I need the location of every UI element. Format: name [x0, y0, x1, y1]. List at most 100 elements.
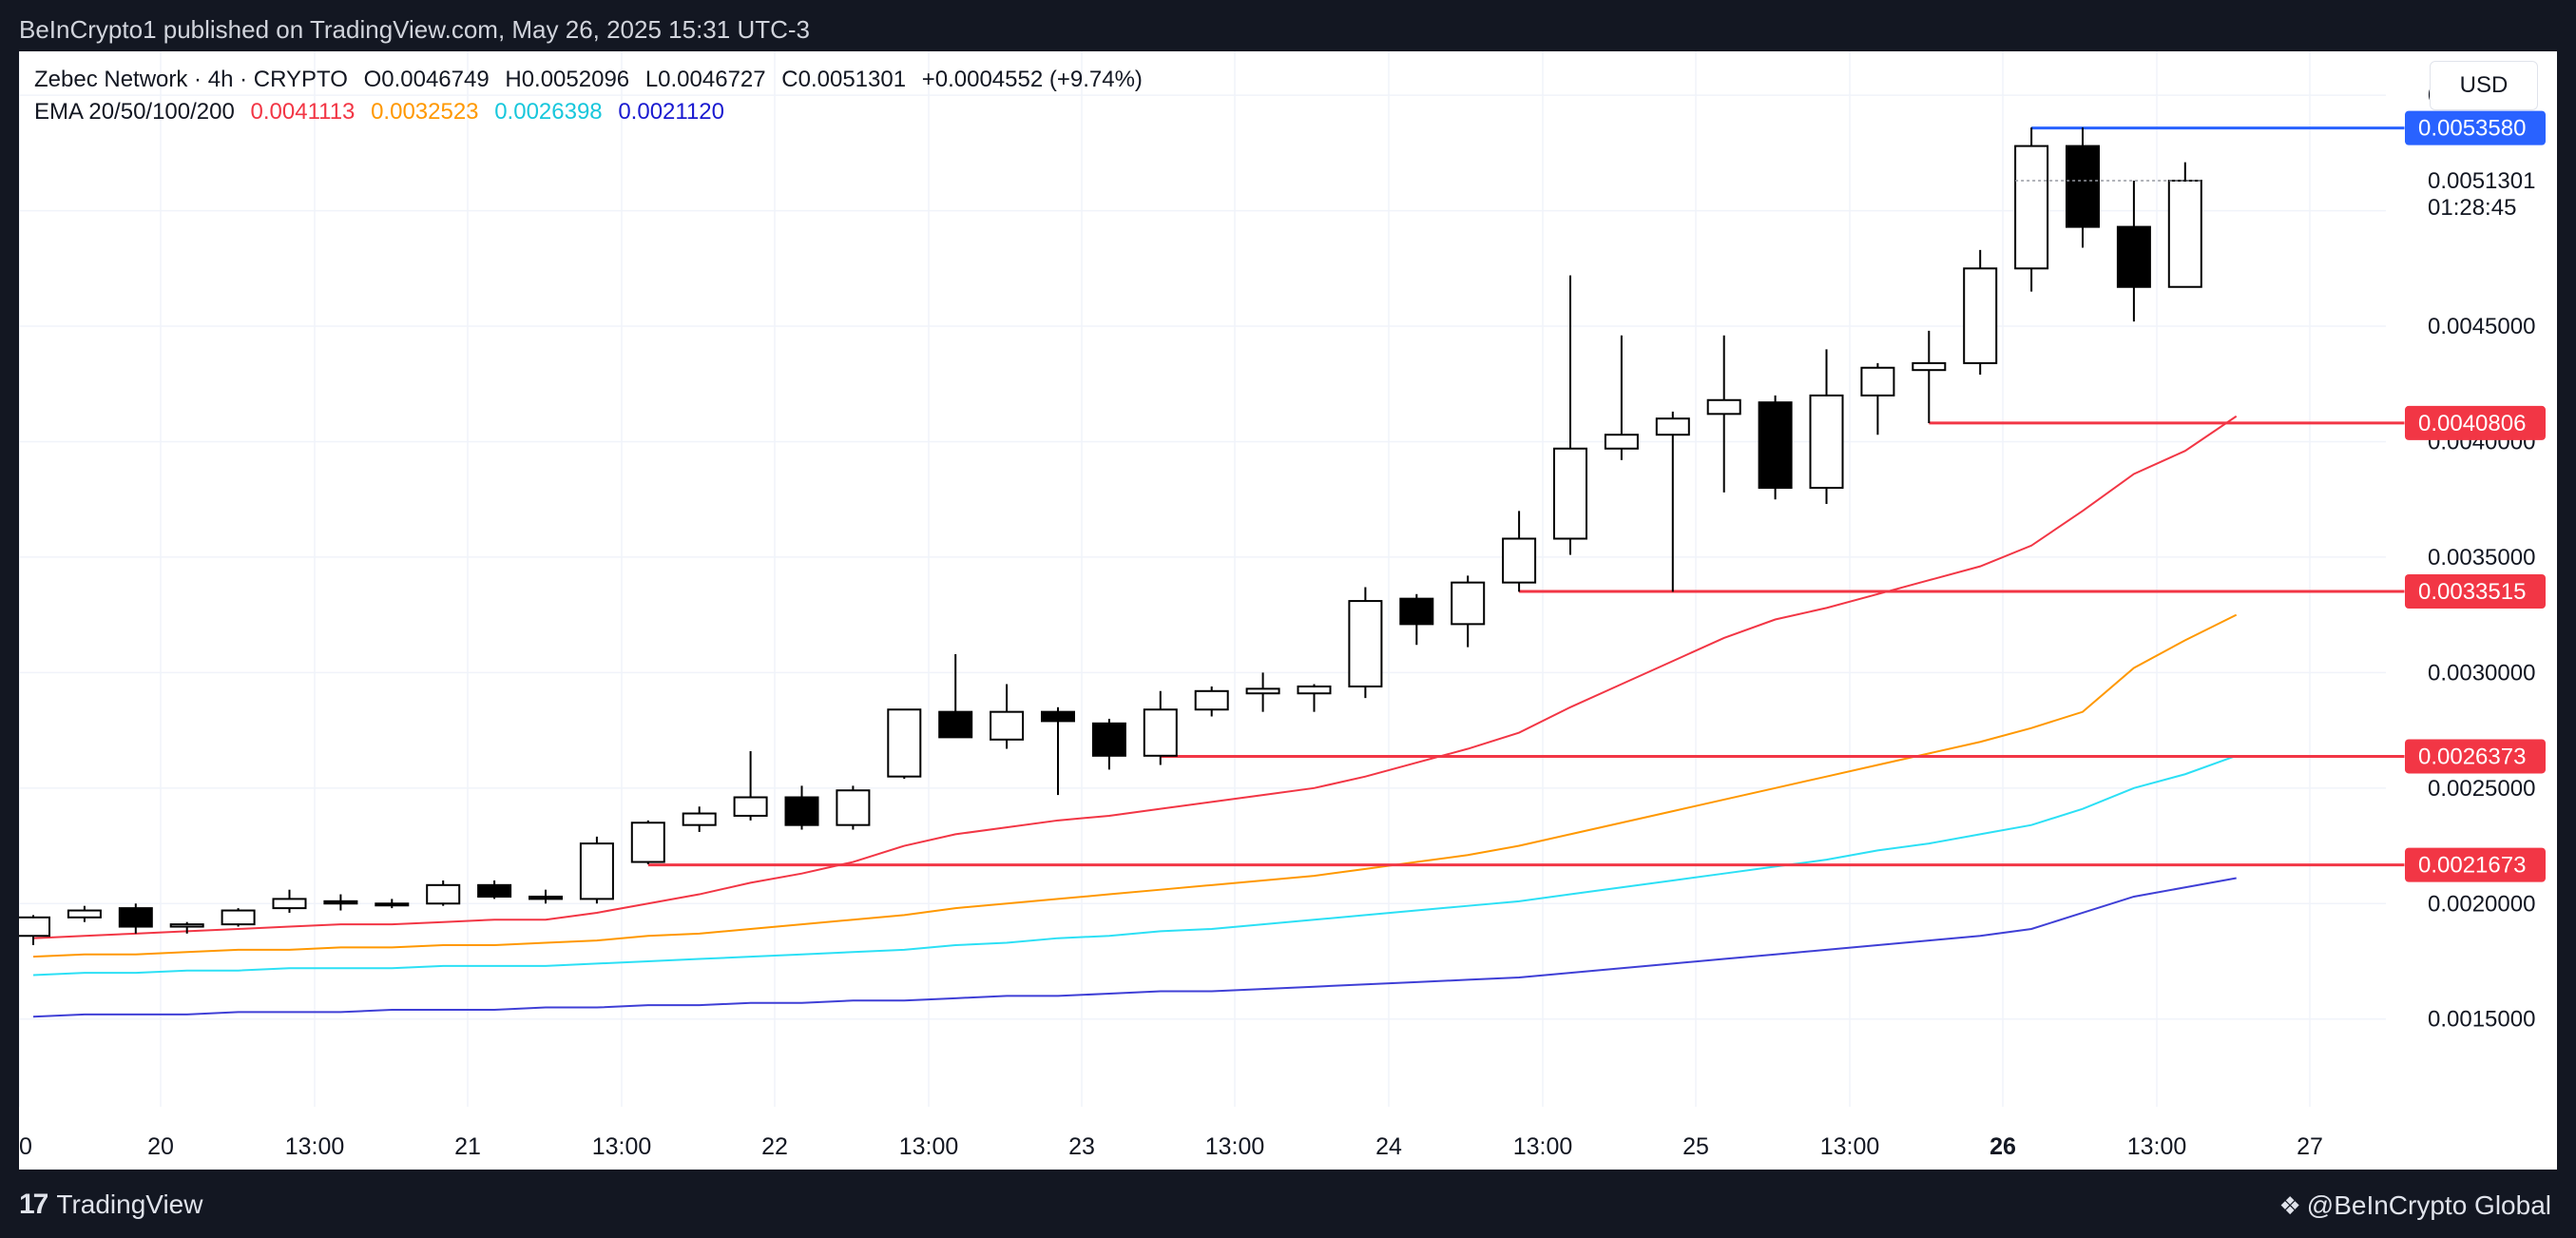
ohlc-high: H0.0052096 — [505, 67, 630, 92]
tradingview-logo[interactable]: 17 TradingView — [19, 1189, 202, 1221]
candle-bearish — [477, 883, 512, 898]
level-price-label: 0.0026373 — [2418, 744, 2526, 769]
symbol-legend: Zebec Network · 4h · CRYPTO O0.0046749 H… — [34, 67, 1152, 93]
x-tick-label: 27 — [2297, 1133, 2323, 1160]
candle-bullish — [1348, 600, 1383, 687]
symbol-name[interactable]: Zebec Network · 4h · CRYPTO — [34, 67, 348, 92]
candle-bullish — [169, 923, 204, 928]
beincrypto-logo-icon: ❖ — [2278, 1190, 2301, 1220]
brand-text: @BeInCrypto Global — [2306, 1190, 2551, 1220]
x-tick-label: 13:00 — [1820, 1133, 1880, 1160]
candle-bullish — [221, 909, 256, 926]
level-price-tag — [2405, 405, 2546, 440]
level-price-tag — [2405, 573, 2546, 609]
beincrypto-brand: ❖ @BeInCrypto Global — [2278, 1190, 2551, 1221]
ema-legend: EMA 20/50/100/200 0.0041113 0.0032523 0.… — [34, 99, 734, 126]
level-price-label: 0.0021673 — [2418, 853, 2526, 879]
candle-bearish — [938, 710, 973, 739]
ohlc-change: +0.0004552 (+9.74%) — [921, 67, 1143, 92]
candle-bullish — [375, 902, 410, 907]
price-chart[interactable]: 0.0015000 0.0020000 0.0025000 0.0030000 0.00… — [19, 51, 2557, 1170]
x-tick-label: 13:00 — [1513, 1133, 1573, 1160]
bar-countdown-label: 01:28:45 — [2428, 195, 2516, 221]
candle-bullish — [2014, 145, 2049, 270]
y-tick-label: 0.0015000 — [2428, 1007, 2535, 1033]
x-tick-label: 23 — [1068, 1133, 1095, 1160]
candle-bullish — [1963, 267, 1998, 364]
ohlc-open: O0.0046749 — [363, 67, 490, 92]
candle-bearish — [2116, 225, 2151, 288]
candle-bullish — [1809, 394, 1844, 490]
candle-bullish — [1451, 581, 1486, 626]
ema-line-ema20 — [32, 415, 2238, 939]
candle-bullish — [887, 708, 922, 778]
level-price-tag — [2405, 739, 2546, 774]
candle-bearish — [784, 796, 819, 826]
candle-bullish — [990, 710, 1025, 741]
ohlc-close: C0.0051301 — [781, 67, 907, 92]
level-price-tag — [2405, 847, 2546, 882]
footer-bar: 17 TradingView ❖ @BeInCrypto Global — [0, 1170, 2576, 1238]
candle-bullish — [579, 842, 614, 900]
candle-bullish — [426, 883, 461, 905]
ema-line-ema100 — [32, 754, 2238, 977]
candle-bullish — [19, 916, 50, 938]
candle-bullish — [272, 898, 307, 910]
last-price-label: 0.0051301 — [2428, 168, 2535, 194]
candle-bullish — [67, 909, 102, 919]
currency-button[interactable]: USD — [2430, 61, 2538, 110]
level-price-label: 0.0033515 — [2418, 579, 2526, 605]
candle-bullish — [1860, 366, 1895, 397]
y-tick-label: 0.0030000 — [2428, 660, 2535, 686]
candle-bullish — [1245, 687, 1280, 695]
x-tick-label: 25 — [1682, 1133, 1709, 1160]
x-tick-label: 00 — [19, 1133, 32, 1160]
x-tick-label: 21 — [454, 1133, 481, 1160]
candle-bearish — [323, 899, 358, 905]
x-tick-label: 13:00 — [285, 1133, 345, 1160]
candle-bearish — [118, 907, 153, 928]
candle-bullish — [1604, 434, 1639, 450]
publisher-text: BeInCrypto1 published on TradingView.com… — [19, 15, 810, 44]
x-tick-label: 22 — [761, 1133, 788, 1160]
x-tick-label: 20 — [147, 1133, 174, 1160]
candle-bullish — [836, 789, 871, 826]
candle-bullish — [733, 796, 768, 817]
tradingview-logo-text: TradingView — [56, 1190, 203, 1219]
ema50-value: 0.0032523 — [371, 99, 479, 125]
y-tick-label: 0.0045000 — [2428, 314, 2535, 339]
candle-bullish — [1143, 708, 1178, 757]
level-price-label: 0.0040806 — [2418, 411, 2526, 436]
candle-bullish — [1912, 361, 1947, 372]
publisher-bar: BeInCrypto1 published on TradingView.com… — [0, 0, 2576, 51]
candle-bearish — [1399, 597, 1434, 626]
x-tick-label: 13:00 — [592, 1133, 652, 1160]
x-tick-label: 13:00 — [1205, 1133, 1265, 1160]
candle-bearish — [1758, 401, 1793, 490]
candle-bullish — [2167, 180, 2202, 288]
ema-label[interactable]: EMA 20/50/100/200 — [34, 99, 235, 125]
candle-bullish — [682, 812, 717, 826]
candle-bullish — [1297, 685, 1332, 695]
candle-bearish — [2066, 145, 2100, 228]
chart-panel[interactable]: 0.0015000 0.0020000 0.0025000 0.0030000 0.00… — [19, 51, 2557, 1170]
ema-line-ema200 — [32, 877, 2237, 1018]
level-price-tag — [2405, 110, 2546, 145]
candle-bullish — [1655, 417, 1690, 436]
ema200-value: 0.0021120 — [618, 99, 724, 125]
candle-bearish — [1041, 710, 1075, 723]
candle-bearish — [1091, 722, 1126, 757]
x-tick-label: 13:00 — [899, 1133, 959, 1160]
ema20-value: 0.0041113 — [250, 99, 356, 125]
candle-bullish — [630, 822, 665, 863]
y-tick-label: 0.0025000 — [2428, 776, 2535, 802]
ema100-value: 0.0026398 — [494, 99, 603, 125]
candle-bearish — [529, 895, 563, 900]
y-tick-label: 0.0020000 — [2428, 891, 2535, 917]
ohlc-low: L0.0046727 — [644, 67, 766, 92]
level-price-label: 0.0053580 — [2418, 116, 2526, 142]
candle-bullish — [1553, 447, 1587, 540]
x-tick-label: 26 — [1990, 1133, 2016, 1160]
candle-bullish — [1502, 537, 1537, 584]
x-tick-label: 13:00 — [2127, 1133, 2187, 1160]
